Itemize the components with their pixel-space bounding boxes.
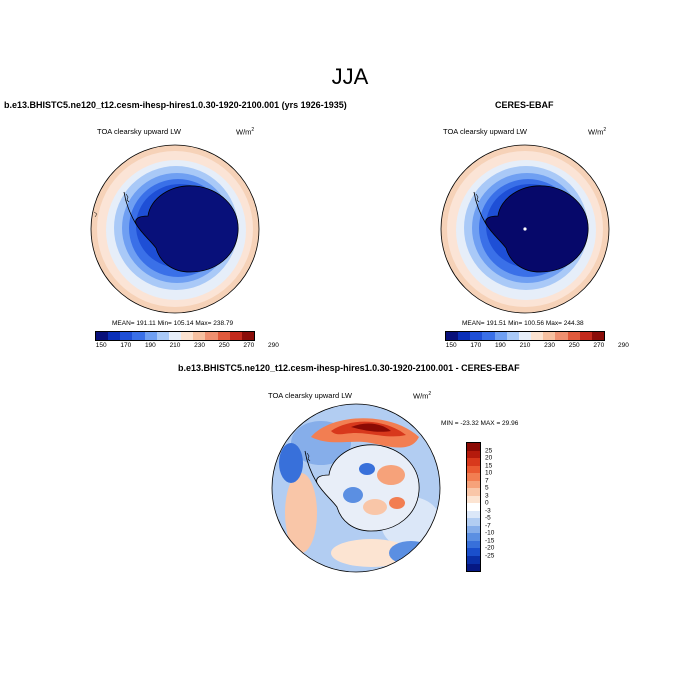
colorbar-swatch — [467, 555, 480, 564]
colorbar-tick-label: 170 — [120, 342, 132, 349]
diff-polar-map — [271, 403, 441, 573]
obs-colorbar-swatches — [445, 331, 605, 341]
colorbar-tick-label: 150 — [445, 342, 457, 349]
colorbar-tick-label: 7 — [485, 477, 489, 485]
colorbar-tick-label: -10 — [485, 529, 495, 537]
colorbar-tick-label: -20 — [485, 544, 495, 552]
colorbar-swatch — [467, 480, 480, 489]
colorbar-swatch — [555, 332, 568, 340]
colorbar-swatch — [467, 458, 480, 466]
obs-units-label: W/m2 — [588, 127, 607, 137]
colorbar-swatch — [241, 332, 255, 340]
season-title: JJA — [331, 64, 369, 89]
colorbar-tick-label: 270 — [243, 342, 255, 349]
colorbar-swatch — [467, 443, 480, 451]
colorbar-tick-label: 230 — [194, 342, 206, 349]
colorbar-swatch — [467, 495, 480, 504]
diff-variable-label: TOA clearsky upward LW — [268, 391, 352, 400]
colorbar-swatch — [591, 332, 605, 340]
colorbar-tick-label: 230 — [544, 342, 556, 349]
colorbar-swatch — [458, 332, 471, 340]
colorbar-tick-label: 290 — [618, 342, 629, 349]
obs-stats-text: MEAN= 191.51 Min= 100.56 Max= 244.38 — [462, 320, 584, 327]
colorbar-swatch — [446, 332, 459, 340]
colorbar-tick-label: 250 — [568, 342, 580, 349]
colorbar-tick-label: 210 — [169, 342, 181, 349]
colorbar-swatch — [467, 525, 480, 534]
colorbar-swatch — [108, 332, 121, 340]
colorbar-swatch — [467, 488, 480, 496]
colorbar-swatch — [467, 518, 480, 526]
colorbar-swatch — [531, 332, 544, 340]
obs-colorbar: 150 170 190 210 230 250 270 290 — [445, 331, 629, 351]
model-variable-label: TOA clearsky upward LW — [97, 127, 181, 136]
colorbar-tick-label: -5 — [485, 514, 491, 522]
model-panel-title: b.e13.BHISTC5.ne120_t12.cesm-ihesp-hires… — [4, 100, 347, 110]
colorbar-swatch — [217, 332, 230, 340]
colorbar-swatch — [205, 332, 218, 340]
diff-panel-title: b.e13.BHISTC5.ne120_t12.cesm-ihesp-hires… — [178, 363, 520, 373]
colorbar-tick-label: 0 — [485, 499, 489, 507]
colorbar-tick-label: -7 — [485, 522, 491, 530]
colorbar-swatch — [506, 332, 519, 340]
colorbar-swatch — [470, 332, 483, 340]
colorbar-tick-label: 5 — [485, 484, 489, 492]
colorbar-tick-label: -25 — [485, 552, 495, 560]
colorbar-tick-label: 20 — [485, 454, 493, 462]
colorbar-tick-label: 290 — [268, 342, 279, 349]
model-stats-text: MEAN= 191.11 Min= 105.14 Max= 238.79 — [112, 320, 234, 327]
model-units-label: W/m2 — [236, 127, 255, 137]
colorbar-tick-label: -15 — [485, 537, 495, 545]
colorbar-swatch — [543, 332, 556, 340]
diff-colorbar-swatches — [466, 442, 481, 572]
obs-polar-map — [440, 144, 610, 314]
diff-colorbar — [466, 442, 481, 572]
diff-units-label: W/m2 — [413, 391, 432, 401]
colorbar-tick-label: 150 — [95, 342, 107, 349]
model-colorbar: 150 170 190 210 230 250 270 290 — [95, 331, 279, 351]
colorbar-swatch — [193, 332, 206, 340]
colorbar-swatch — [482, 332, 495, 340]
colorbar-tick-label: 210 — [519, 342, 531, 349]
diff-stats-text: MIN = -23.32 MAX = 29.96 — [441, 420, 519, 427]
colorbar-tick-label: 170 — [470, 342, 482, 349]
colorbar-tick-label: 270 — [593, 342, 605, 349]
colorbar-swatch — [467, 450, 480, 459]
model-polar-map — [90, 144, 260, 314]
colorbar-swatch — [467, 473, 480, 481]
colorbar-tick-label: 25 — [485, 447, 493, 455]
colorbar-tick-label: 250 — [218, 342, 230, 349]
colorbar-swatch — [579, 332, 592, 340]
colorbar-swatch — [467, 533, 480, 541]
colorbar-swatch — [467, 540, 480, 549]
obs-variable-label: TOA clearsky upward LW — [443, 127, 527, 136]
diff-colorbar-labels: 25 20 15 10 7 5 3 0 -3 -5 -7 -10 -15 -20 -25 — [485, 443, 509, 571]
obs-colorbar-labels: 150 170 190 210 230 250 270 290 — [445, 341, 629, 351]
colorbar-swatch — [467, 465, 480, 474]
colorbar-swatch — [168, 332, 182, 340]
model-colorbar-swatches — [95, 331, 255, 341]
colorbar-swatch — [96, 332, 109, 340]
colorbar-swatch — [467, 503, 480, 511]
colorbar-swatch — [229, 332, 242, 340]
colorbar-tick-label: 190 — [144, 342, 156, 349]
colorbar-swatch — [144, 332, 157, 340]
colorbar-swatch — [467, 563, 480, 572]
colorbar-tick-label: 3 — [485, 492, 489, 500]
colorbar-swatch — [156, 332, 169, 340]
colorbar-tick-label: -3 — [485, 507, 491, 515]
colorbar-tick-label: 190 — [494, 342, 506, 349]
colorbar-tick-label: 15 — [485, 462, 493, 470]
colorbar-swatch — [132, 332, 145, 340]
model-colorbar-labels: 150 170 190 210 230 250 270 290 — [95, 341, 279, 351]
colorbar-tick-label: 10 — [485, 469, 493, 477]
colorbar-swatch — [181, 332, 194, 340]
colorbar-swatch — [518, 332, 532, 340]
obs-panel-title: CERES-EBAF — [495, 100, 554, 110]
colorbar-swatch — [120, 332, 133, 340]
colorbar-swatch — [494, 332, 507, 340]
colorbar-swatch — [467, 548, 480, 556]
colorbar-swatch — [467, 510, 480, 519]
colorbar-swatch — [567, 332, 580, 340]
